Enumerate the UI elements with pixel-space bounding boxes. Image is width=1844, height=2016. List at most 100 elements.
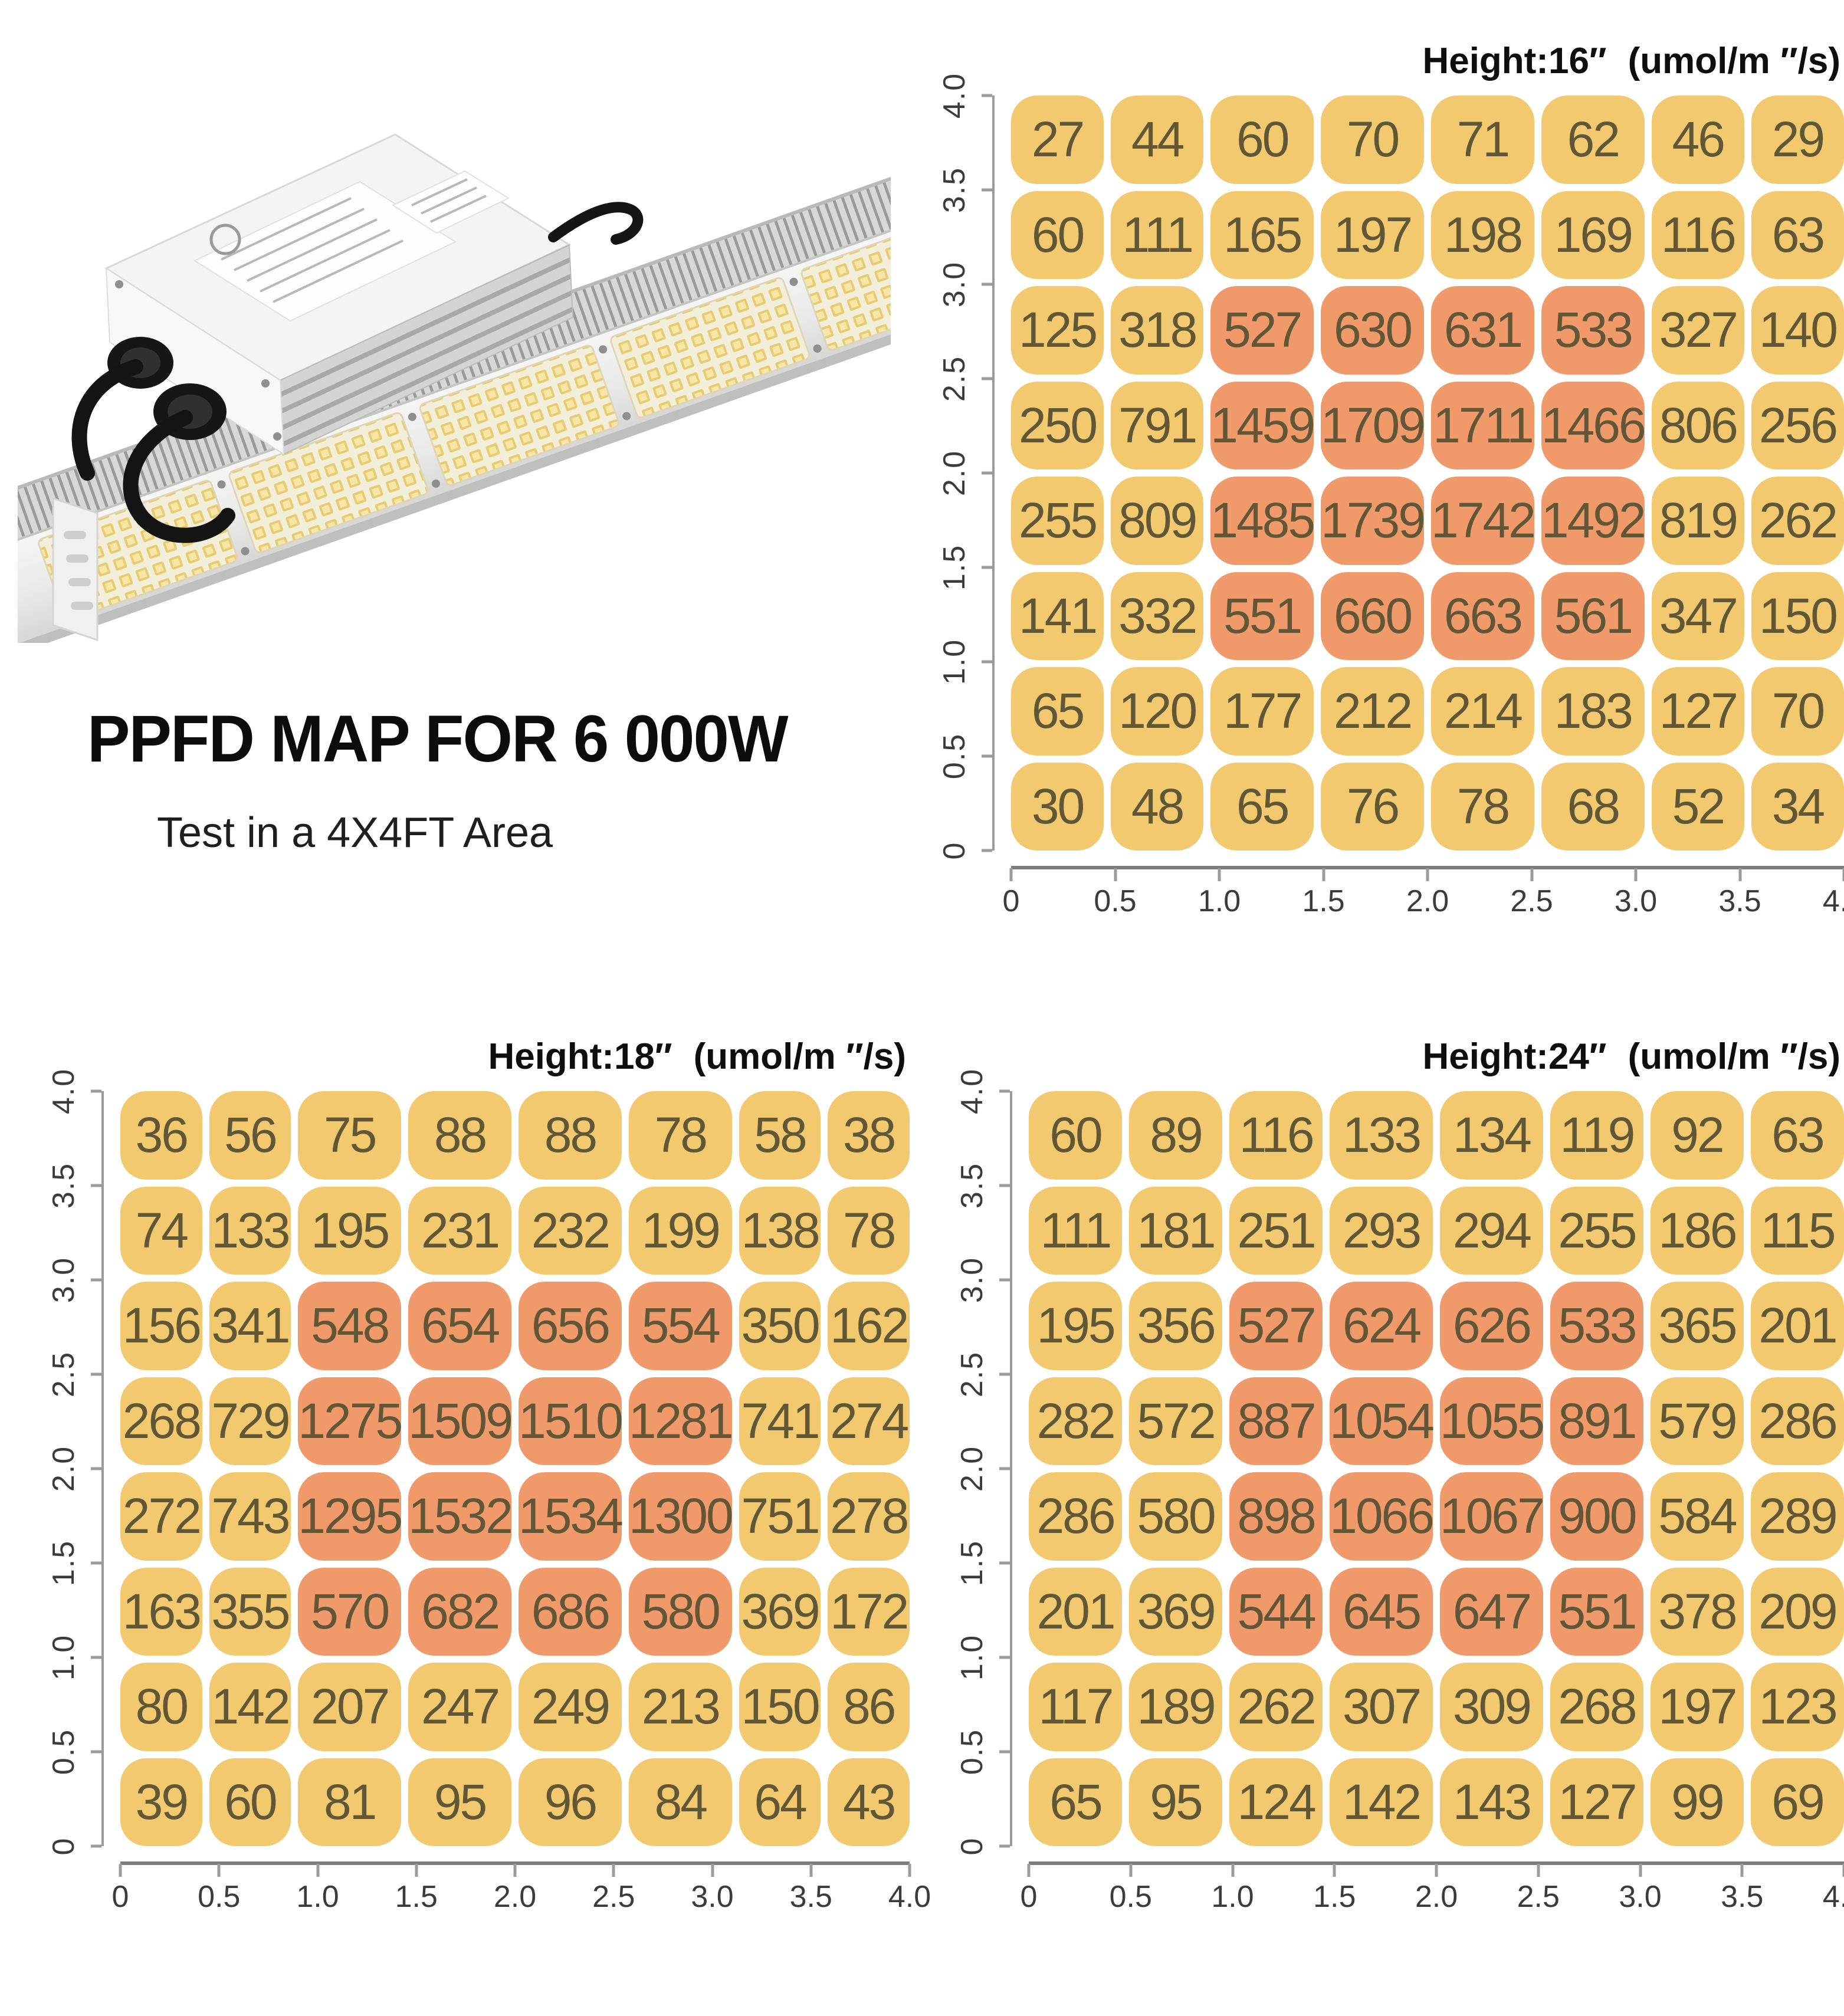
ppfd-cell: 115	[1750, 1186, 1844, 1275]
ppfd-cell: 1459	[1210, 381, 1315, 469]
ppfd-cell: 806	[1651, 381, 1744, 469]
ppfd-cell: 116	[1229, 1091, 1323, 1180]
ppfd-cell: 268	[1550, 1663, 1643, 1751]
ppfd-cell: 36	[120, 1091, 202, 1180]
y-tick-mark	[982, 283, 992, 286]
ppfd-cell: 570	[298, 1567, 402, 1656]
ppfd-cell: 900	[1550, 1472, 1643, 1561]
ppfd-cell: 1281	[628, 1377, 734, 1465]
ppfd-cell: 60	[1210, 96, 1314, 184]
y-tick-label: 1.5	[955, 1539, 989, 1587]
y-tick-mark	[91, 1561, 101, 1565]
ppfd-cell: 189	[1129, 1663, 1223, 1751]
y-tick-mark	[982, 471, 992, 475]
x-tick-label: 2.0	[493, 1880, 537, 1914]
y-tick-mark	[91, 1467, 101, 1470]
ppfd-cell: 63	[1751, 191, 1844, 279]
y-tick-mark	[999, 1656, 1010, 1659]
y-tick-label: 1.5	[937, 544, 972, 591]
y-tick-label: 4.0	[955, 1068, 989, 1115]
ppfd-cell: 123	[1750, 1663, 1844, 1751]
y-tick-label: 0.5	[955, 1728, 989, 1775]
ppfd-cell: 162	[828, 1282, 910, 1370]
x-tick-label: 0	[1020, 1880, 1038, 1914]
ppfd-cell: 647	[1440, 1567, 1543, 1656]
x-tick-mark	[711, 1864, 714, 1877]
y-axis-line	[999, 1089, 1012, 1848]
ppfd-cell: 887	[1229, 1377, 1323, 1465]
ppfd-cell: 74	[120, 1186, 202, 1275]
product-photo	[0, 65, 1052, 654]
x-axis-line	[119, 1861, 911, 1877]
title-block: PPFD MAP FOR 6 000W Test in a 4X4FT Area	[87, 701, 890, 857]
ppfd-cell: 1711	[1431, 381, 1534, 469]
y-tick-label: 1.0	[937, 638, 972, 685]
y-tick-mark	[999, 1467, 1010, 1470]
ppfd-cell: 127	[1550, 1758, 1643, 1846]
ppfd-cell: 209	[1750, 1567, 1844, 1656]
ppfd-cell: 247	[408, 1663, 511, 1751]
x-tick-label: 1.0	[296, 1880, 339, 1914]
page-subtitle: Test in a 4X4FT Area	[157, 809, 553, 856]
end-bracket	[52, 497, 99, 642]
x-tick-label: 2.5	[1510, 884, 1553, 918]
ppfd-cell: 99	[1650, 1758, 1744, 1846]
ppfd-cell: 119	[1550, 1091, 1643, 1180]
ppfd-cell: 120	[1111, 667, 1204, 756]
ppfd-cell: 1295	[298, 1472, 403, 1561]
ppfd-cell: 183	[1541, 667, 1645, 756]
ppfd-cell: 111	[1029, 1186, 1123, 1275]
ppfd-cell: 142	[1330, 1758, 1433, 1846]
x-tick-label: 1.0	[1197, 884, 1241, 918]
ppfd-cell: 286	[1750, 1377, 1844, 1465]
ppfd-cell: 626	[1440, 1282, 1543, 1370]
x-axis-labels: 0 0.5 1.0 1.5 2.0 2.5 3.0 3.5 4.0	[1003, 884, 1844, 926]
ppfd-cell: 1054	[1330, 1377, 1435, 1465]
ppfd-cell: 660	[1321, 572, 1424, 660]
ppfd-cell: 272	[120, 1472, 202, 1561]
x-tick-label: 1.5	[395, 1880, 438, 1914]
ppfd-cell: 71	[1431, 96, 1534, 184]
ppfd-cell: 78	[628, 1091, 732, 1180]
y-tick-label: 0.5	[937, 733, 972, 780]
ppfd-cell: 81	[298, 1758, 402, 1846]
ppfd-cell: 29	[1751, 96, 1844, 184]
ppfd-cell: 318	[1111, 286, 1204, 375]
ppfd-cell: 548	[298, 1282, 402, 1370]
x-tick-mark	[1537, 1864, 1540, 1877]
ppfd-cell: 251	[1229, 1186, 1323, 1275]
ppfd-cell: 60	[1029, 1091, 1123, 1180]
ppfd-cell: 369	[1129, 1567, 1223, 1656]
y-axis-line	[91, 1089, 104, 1848]
ppfd-cell: 527	[1229, 1282, 1323, 1370]
x-tick-label: 2.5	[592, 1880, 635, 1914]
ppfd-cell: 686	[519, 1567, 622, 1656]
ppfd-cell: 143	[1440, 1758, 1543, 1846]
ppfd-cell: 44	[1111, 96, 1204, 184]
x-tick-mark	[1530, 868, 1533, 881]
ppfd-cell: 809	[1111, 477, 1204, 565]
ppfd-cell: 213	[628, 1663, 732, 1751]
ppfd-cell: 48	[1111, 762, 1204, 851]
ppfd-cell: 212	[1321, 667, 1424, 756]
height-label: Height:18″	[488, 1036, 672, 1077]
ppfd-cell: 86	[828, 1663, 910, 1751]
chart-title: Height:24″ (umol/m ″/s)	[924, 1022, 1844, 1091]
ppfd-cell: 201	[1029, 1567, 1123, 1656]
ppfd-cell: 282	[1029, 1377, 1123, 1465]
ppfd-cell: 729	[209, 1377, 291, 1465]
ppfd-cell: 533	[1550, 1282, 1643, 1370]
x-tick-mark	[119, 1864, 122, 1877]
ppfd-cell: 356	[1129, 1282, 1223, 1370]
ppfd-cell: 117	[1029, 1663, 1123, 1751]
x-tick-label: 1.5	[1302, 884, 1345, 918]
ppfd-cell: 138	[739, 1186, 821, 1275]
y-axis-labels: 4.0 3.5 3.0 2.5 2.0 1.5 1.0 0.5 0	[15, 1068, 101, 1856]
x-tick-label: 0.5	[1109, 1880, 1152, 1914]
ppfd-cell: 75	[298, 1091, 402, 1180]
x-tick-label: 3.0	[1619, 1880, 1662, 1914]
x-tick-mark	[1114, 868, 1117, 881]
ppfd-cell: 584	[1650, 1472, 1744, 1561]
ppfd-cell: 624	[1330, 1282, 1433, 1370]
ppfd-cell: 116	[1651, 191, 1744, 279]
